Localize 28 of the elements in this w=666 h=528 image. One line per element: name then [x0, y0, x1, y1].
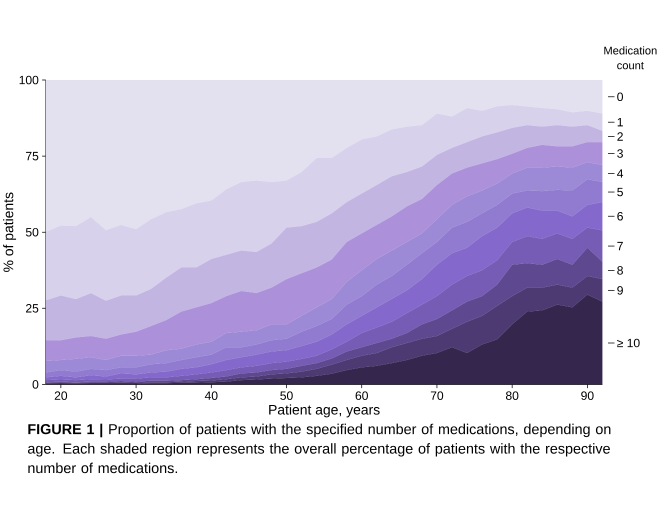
- y-tick-label: 50: [26, 228, 38, 237]
- x-tick-label: 40: [204, 392, 218, 400]
- series-label: 9: [617, 286, 623, 295]
- x-tick-label: 80: [506, 392, 518, 400]
- series-label: 1: [618, 118, 623, 126]
- x-tick-label: 90: [581, 392, 594, 400]
- legend-title: Medication count: [604, 46, 657, 70]
- text: FIGURE 1 | Proportion of patients with the specified number of medications, depending on age. Each shaded region represents the overall percentage of patients with the respective number of medications.: [28, 424, 610, 474]
- x-tick-label: 20: [54, 392, 68, 400]
- series-label: 7: [617, 242, 623, 250]
- x-tick-label: 70: [430, 392, 444, 400]
- x-axis-title: Patient age, years: [269, 404, 380, 418]
- series-label: 6: [617, 212, 623, 221]
- x-tick-label: 30: [130, 392, 142, 400]
- x-tick-label: 50: [280, 392, 293, 400]
- series-label: 8: [617, 266, 623, 275]
- series-label: 2: [617, 132, 623, 141]
- series-label: 3: [617, 149, 623, 158]
- series-label: 5: [617, 188, 623, 196]
- y-tick-label: 75: [26, 152, 38, 160]
- y-axis-title: % of patients: [3, 192, 16, 272]
- x-tick-label: 60: [356, 392, 368, 400]
- y-tick-label: 100: [20, 76, 38, 84]
- series-label: ≥ 10: [617, 338, 640, 348]
- series-label: 0: [617, 92, 623, 102]
- y-tick-label: 25: [26, 304, 38, 313]
- y-tick-label: 0: [32, 380, 38, 389]
- series-label: 4: [617, 169, 624, 178]
